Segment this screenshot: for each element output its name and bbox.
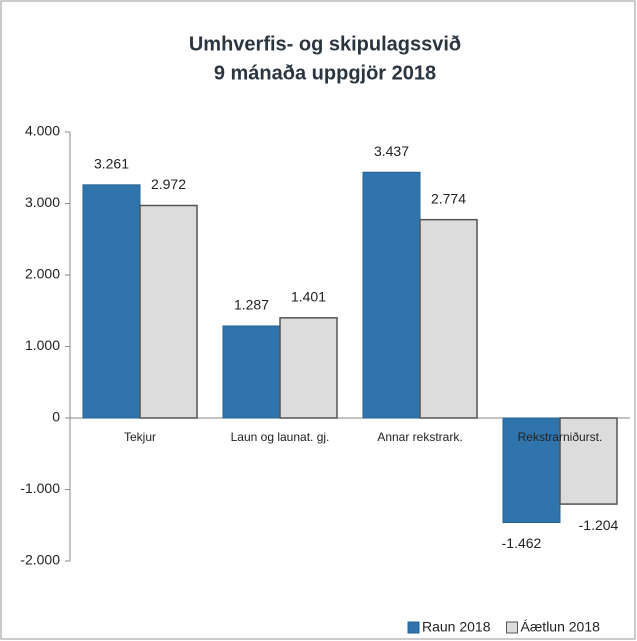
data-label: 3.437 <box>374 143 409 159</box>
bar <box>139 204 198 419</box>
legend-label: Raun 2018 <box>422 619 491 635</box>
y-tick-label: 0 <box>52 409 60 425</box>
bar <box>82 184 141 419</box>
data-label: 2.774 <box>431 190 466 206</box>
data-label: -1.462 <box>502 535 542 551</box>
bar <box>419 218 478 419</box>
chart-subtitle: 9 mánaða uppgjör 2018 <box>214 62 436 84</box>
data-label: 1.401 <box>291 289 326 305</box>
y-tick-label: 2.000 <box>25 266 60 282</box>
y-tick-label: -1.000 <box>20 480 60 496</box>
legend-swatch <box>506 621 519 634</box>
bar <box>362 171 421 419</box>
x-tick-label: Annar rekstrark. <box>377 430 462 444</box>
y-tick-label: 4.000 <box>25 123 60 139</box>
bar <box>279 317 338 419</box>
x-tick-label: Laun og launat. gj. <box>231 430 330 444</box>
chart-title: Umhverfis- og skipulagssvið <box>189 33 461 55</box>
legend-swatch <box>407 621 420 634</box>
x-tick-label: Tekjur <box>124 430 156 444</box>
bar <box>502 417 561 524</box>
data-label: 3.261 <box>94 156 129 172</box>
data-label: 2.972 <box>151 176 186 192</box>
y-tick-label: 1.000 <box>25 337 60 353</box>
x-tick-label: Rekstrarniðurst. <box>518 430 603 444</box>
y-tick-label: -2.000 <box>20 552 60 568</box>
data-label: 1.287 <box>234 297 269 313</box>
bar <box>222 325 281 419</box>
bar <box>559 417 618 505</box>
legend-label: Áætlun 2018 <box>521 619 601 635</box>
data-label: -1.204 <box>579 517 619 533</box>
y-tick-label: 3.000 <box>25 194 60 210</box>
